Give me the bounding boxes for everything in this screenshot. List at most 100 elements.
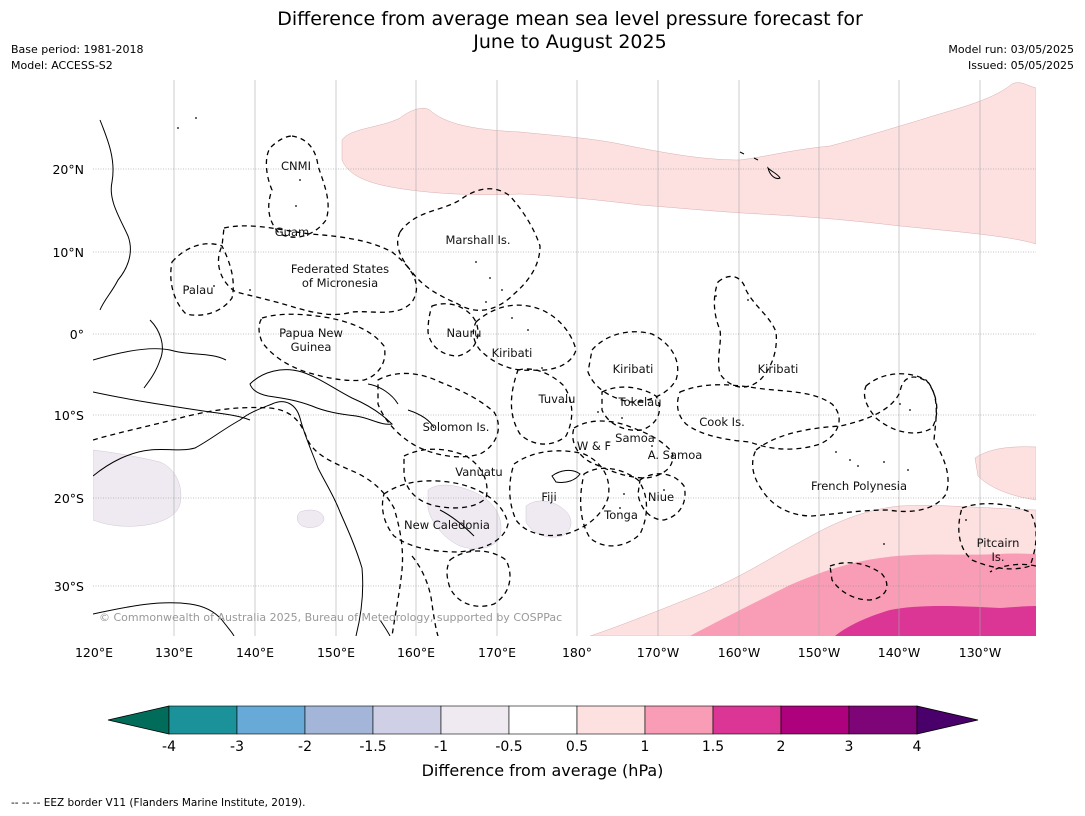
- label-pitcairn-2: Is.: [991, 550, 1004, 564]
- eez-australia: [93, 406, 404, 636]
- label-png-2: Guinea: [291, 340, 332, 354]
- small-islands: [177, 117, 967, 545]
- eez-newcal: [381, 480, 509, 553]
- eez-pitcairn: [958, 503, 1036, 570]
- eez-palau: [170, 243, 234, 316]
- colorbar-tick: -1: [434, 739, 448, 755]
- colorbar-tick-labels: -4 -3 -2 -1.5 -1 -0.5 0.5 1 1.5 2 3 4: [162, 739, 922, 755]
- colorbar-tick: 2: [777, 739, 786, 755]
- eez-fiji: [509, 450, 610, 537]
- lat-tick: 0°: [70, 327, 84, 342]
- label-kiribati-central: Kiribati: [613, 362, 654, 376]
- anomaly-negative-west: [93, 449, 182, 527]
- colorbar-segment: [304, 705, 374, 735]
- label-cook: Cook Is.: [699, 415, 744, 429]
- colorbar-tick: 1.5: [702, 739, 724, 755]
- label-cnmi: CNMI: [281, 159, 311, 173]
- colorbar: -4 -3 -2 -1.5 -1 -0.5 0.5 1 1.5 2 3 4: [107, 705, 979, 755]
- label-solomon: Solomon Is.: [423, 420, 490, 434]
- colorbar-segment: [712, 705, 782, 735]
- eez-cook: [676, 384, 840, 450]
- anomaly-negative-fiji: [525, 500, 572, 538]
- indonesia-coast: [93, 319, 251, 421]
- gridlines: [93, 80, 1036, 636]
- label-wallis-futuna: W & F: [577, 439, 611, 453]
- lat-tick: 10°S: [54, 408, 84, 423]
- new-caledonia-coast: [439, 509, 475, 537]
- new-britain-coast: [367, 383, 435, 429]
- lat-tick: 30°S: [54, 579, 84, 594]
- label-fsm-1: Federated States: [291, 262, 389, 276]
- lon-tick: 170°W: [637, 645, 679, 660]
- colorbar-segment: [508, 705, 578, 735]
- label-kiribati-west: Kiribati: [492, 346, 533, 360]
- label-french-polynesia: French Polynesia: [811, 479, 907, 493]
- title-line-1: Difference from average mean sea level p…: [277, 8, 863, 30]
- colorbar-segment: [236, 705, 306, 735]
- hawaii-coast: [739, 151, 781, 179]
- eez-norfolk: [446, 550, 511, 607]
- chart-title: Difference from average mean sea level p…: [0, 8, 1085, 54]
- eez-tokelau: [601, 386, 661, 431]
- colorbar-low-extend: [107, 705, 170, 735]
- anomaly-1.5-2-band: [835, 606, 1036, 636]
- australia-coast: [93, 401, 364, 636]
- label-fiji: Fiji: [541, 490, 556, 504]
- colorbar-tick: 1: [641, 739, 650, 755]
- coastlines: [93, 119, 781, 636]
- colorbar-segment: [372, 705, 442, 735]
- lon-tick: 160°E: [397, 645, 435, 660]
- lon-tick: 130°E: [155, 645, 193, 660]
- model-name: Model: ACCESS-S2: [11, 59, 113, 72]
- region-labels: CNMI Guam Marshall Is. Federated States …: [183, 159, 1020, 564]
- label-tuvalu: Tuvalu: [538, 392, 576, 406]
- philippines-coast: [99, 119, 131, 311]
- label-fsm-2: of Micronesia: [302, 276, 378, 290]
- eez-tuvalu: [510, 368, 573, 445]
- eez-hawaii-edge: [989, 563, 1036, 573]
- eez-legend-note: -- -- -- EEZ border V11 (Flanders Marine…: [11, 797, 306, 809]
- label-marshall: Marshall Is.: [445, 233, 510, 247]
- eez-nauru: [427, 303, 479, 357]
- label-vanuatu: Vanuatu: [455, 465, 502, 479]
- eez-southern-ring: [829, 562, 888, 601]
- anomaly-negative-small-1: [297, 509, 325, 528]
- label-nauru: Nauru: [447, 326, 482, 340]
- copyright-note: © Commonwealth of Australia 2025, Bureau…: [99, 611, 562, 624]
- colorbar-label: Difference from average (hPa): [421, 761, 664, 780]
- lon-tick: 150°W: [798, 645, 840, 660]
- lon-tick: 140°E: [236, 645, 274, 660]
- label-png-1: Papua New: [279, 326, 343, 340]
- title-line-2: June to August 2025: [473, 31, 667, 53]
- label-samoa: Samoa: [615, 431, 655, 445]
- lat-tick-labels: 20°N 10°N 0° 10°S 20°S 30°S: [52, 162, 84, 594]
- lon-tick: 180°: [562, 645, 592, 660]
- lon-tick: 170°E: [478, 645, 516, 660]
- lon-tick: 140°W: [878, 645, 920, 660]
- colorbar-segment: [576, 705, 646, 735]
- colorbar-segments: [168, 705, 918, 735]
- colorbar-tick: 3: [845, 739, 854, 755]
- eez-solomon: [377, 372, 499, 458]
- colorbar-segment: [644, 705, 714, 735]
- lat-tick: 20°N: [52, 162, 84, 177]
- map-content: [93, 80, 1036, 636]
- new-guinea-coast: [249, 369, 394, 425]
- colorbar-tick: -2: [298, 739, 312, 755]
- lat-tick: 10°N: [52, 245, 84, 260]
- lon-tick: 150°E: [317, 645, 355, 660]
- eez-tonga: [580, 467, 648, 547]
- pressure-anomaly-map: CNMI Guam Marshall Is. Federated States …: [52, 80, 1036, 660]
- label-american-samoa: A. Samoa: [648, 448, 703, 462]
- new-zealand-coast: [379, 619, 391, 636]
- label-palau: Palau: [183, 283, 214, 297]
- label-niue: Niue: [648, 490, 674, 504]
- lon-tick: 160°W: [718, 645, 760, 660]
- anomaly-0.5-1-east-patch: [974, 446, 1036, 501]
- colorbar-segment: [780, 705, 850, 735]
- eez-kiribati-line: [713, 275, 778, 388]
- base-period: Base period: 1981-2018: [11, 43, 144, 56]
- colorbar-high-extend: [916, 705, 979, 735]
- eez-png: [258, 313, 386, 382]
- colorbar-segment: [168, 705, 238, 735]
